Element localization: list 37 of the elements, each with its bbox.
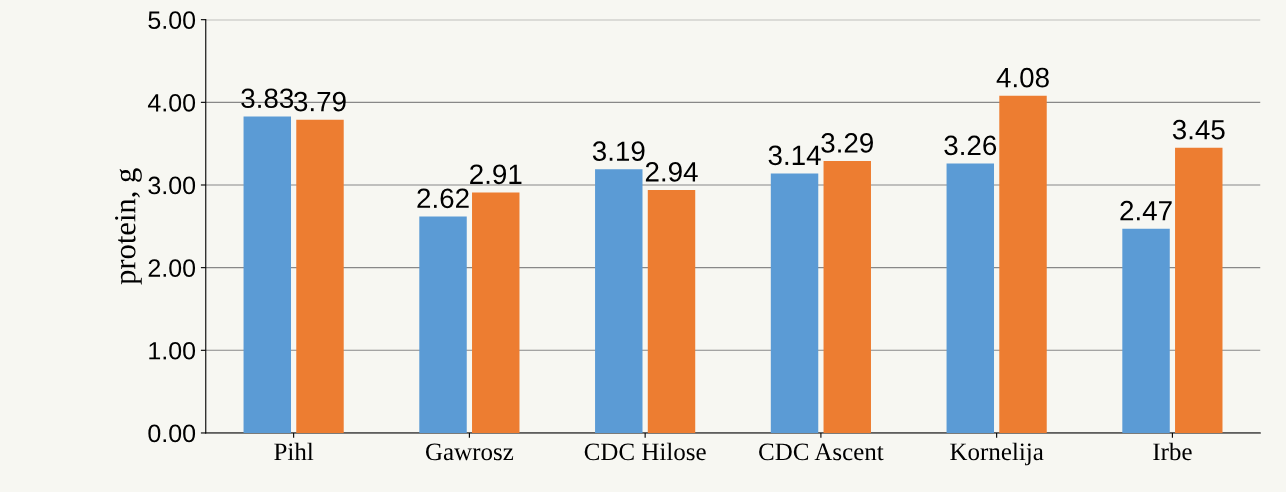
x-tick-label: CDC Ascent [759, 443, 884, 461]
x-tick-label: Gawrosz [425, 443, 514, 461]
bar [243, 116, 291, 433]
data-label: 2.47 [1120, 200, 1172, 221]
y-tick-label: 2.00 [148, 259, 196, 277]
data-label: 2.62 [417, 188, 469, 209]
data-label: 2.91 [470, 164, 522, 185]
data-label: 3.29 [821, 133, 873, 153]
bar [1122, 228, 1170, 433]
x-tick-label: Pihl [274, 442, 314, 461]
x-tick-label: Kornelija [950, 442, 1044, 466]
bar [999, 95, 1047, 433]
x-tick-label: Irbe [1153, 442, 1192, 461]
data-label: 3.26 [944, 135, 997, 156]
y-tick-label: 3.00 [148, 176, 196, 195]
bar [823, 161, 871, 433]
y-tick-label: 4.00 [147, 93, 196, 112]
bar [1175, 147, 1223, 433]
data-label: 4.08 [996, 67, 1049, 88]
y-tick-label: 0.00 [148, 424, 196, 443]
y-tick-label: 5.00 [148, 11, 196, 29]
bar [647, 189, 696, 433]
data-label: 3.14 [768, 145, 821, 166]
y-axis-title: protein, g [115, 168, 142, 285]
data-label: 3.83 [241, 88, 294, 109]
bar [296, 119, 344, 433]
data-label: 3.19 [592, 141, 645, 162]
x-tick-label: CDC Hilose [584, 442, 706, 461]
data-label: 3.79 [294, 91, 346, 112]
bar [472, 192, 520, 433]
y-tick-label: 1.00 [149, 341, 196, 360]
bar [770, 173, 819, 433]
data-label: 3.45 [1172, 119, 1225, 140]
bar [419, 216, 467, 433]
bar [595, 169, 643, 433]
bar [946, 163, 995, 433]
data-label: 2.94 [645, 162, 698, 182]
